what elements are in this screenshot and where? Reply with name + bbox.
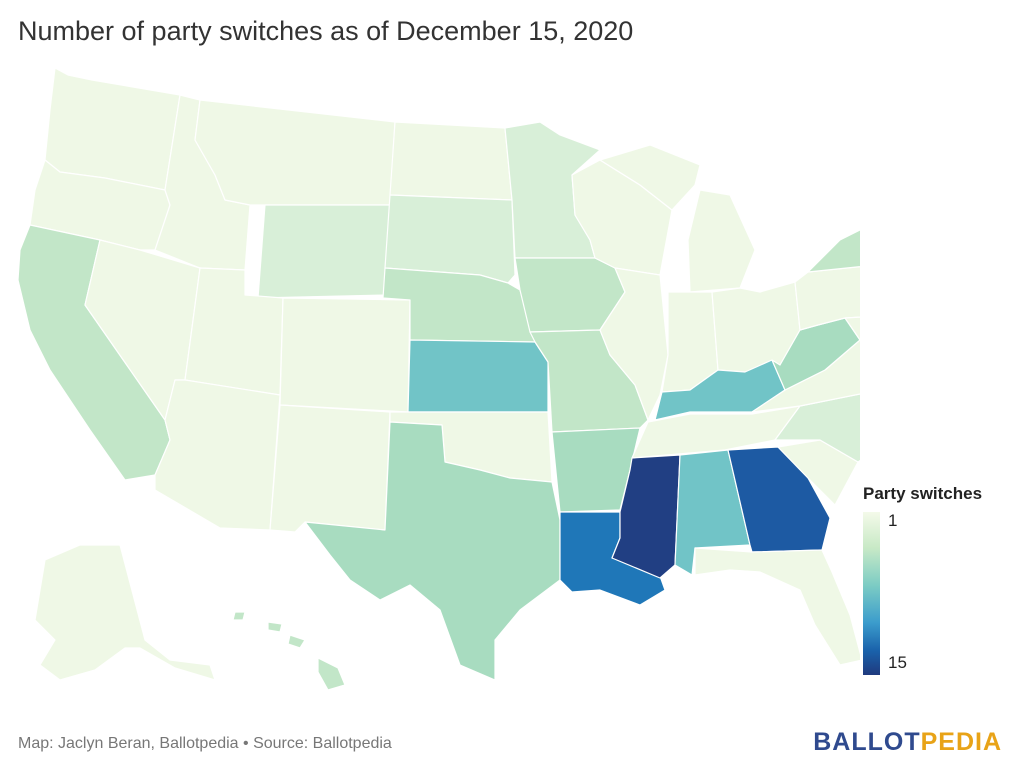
state-il[interactable] bbox=[599, 267, 669, 421]
state-az[interactable] bbox=[154, 379, 281, 531]
state-co[interactable] bbox=[279, 297, 411, 413]
legend-min-label: 1 bbox=[888, 511, 898, 530]
ballotpedia-logo[interactable]: BALLOTPEDIA bbox=[813, 728, 1002, 757]
state-ny[interactable] bbox=[807, 185, 860, 278]
state-wy[interactable] bbox=[257, 204, 391, 299]
state-ak[interactable] bbox=[34, 544, 216, 681]
us-choropleth-map bbox=[17, 67, 860, 691]
state-hi[interactable] bbox=[232, 611, 346, 691]
legend-title: Party switches bbox=[863, 484, 983, 503]
state-wa[interactable] bbox=[44, 67, 181, 191]
state-fl[interactable] bbox=[694, 547, 860, 666]
logo-part-pedia: PEDIA bbox=[920, 728, 1002, 756]
legend-max-label: 15 bbox=[888, 653, 907, 672]
map-title: Number of party switches as of December … bbox=[18, 16, 634, 46]
state-mt[interactable] bbox=[194, 99, 396, 206]
source-credit: Map: Jaclyn Beran, Ballotpedia • Source:… bbox=[18, 735, 392, 752]
state-ks[interactable] bbox=[407, 339, 549, 413]
state-nm[interactable] bbox=[269, 404, 391, 533]
state-sc[interactable] bbox=[777, 439, 859, 506]
state-md[interactable] bbox=[844, 315, 860, 352]
legend-color-scale bbox=[863, 512, 880, 675]
state-tx[interactable] bbox=[304, 421, 561, 681]
logo-part-ballot: BALLOT bbox=[813, 728, 921, 756]
state-nd[interactable] bbox=[389, 121, 513, 201]
